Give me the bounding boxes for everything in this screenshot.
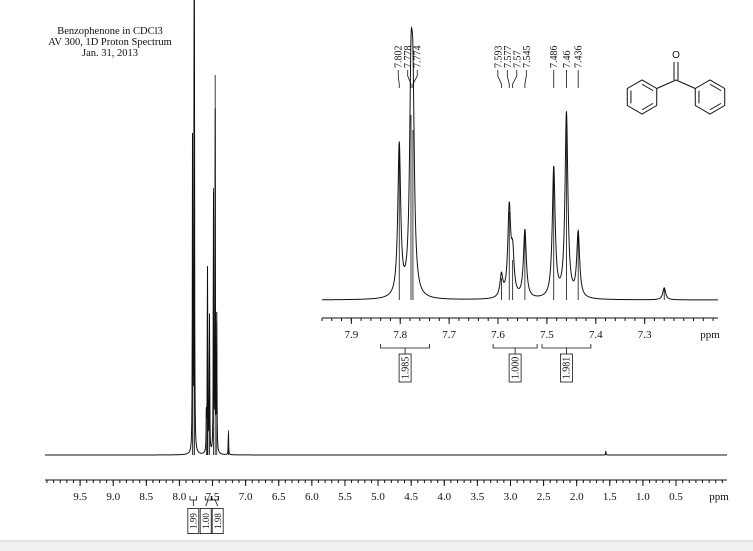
x-tick-label: 7.0 xyxy=(239,491,253,503)
integral-bracket xyxy=(541,344,592,354)
x-tick-label: 5.5 xyxy=(338,491,352,503)
integral-label: 1.000 xyxy=(510,357,521,380)
peak-label: 7.545 xyxy=(522,46,533,69)
ring-double-bond xyxy=(641,102,654,111)
benzophenone-structure: O xyxy=(626,50,726,115)
integral-label: 1.981 xyxy=(562,357,573,380)
peak-label-leader xyxy=(407,70,412,88)
x-tick-label: 1.5 xyxy=(603,491,617,503)
peak-label-leader xyxy=(512,70,518,88)
bond xyxy=(656,79,677,89)
integral-bracket xyxy=(380,344,430,354)
x-tick-label: 8.0 xyxy=(173,491,187,503)
title: Benzophenone in CDCl3 xyxy=(57,26,163,37)
integral-box xyxy=(398,353,412,383)
x-tick-label: 9.0 xyxy=(106,491,120,503)
integral-bracket xyxy=(492,344,538,354)
x-tick-label: 8.5 xyxy=(139,491,153,503)
integral-label: 1.00 xyxy=(201,513,211,529)
oxygen-label: O xyxy=(672,50,680,61)
ring-double-bond xyxy=(641,83,654,92)
x-tick-label: 2.5 xyxy=(537,491,551,503)
peak-label: 7.486 xyxy=(549,46,560,69)
peak-label: 7.593 xyxy=(493,46,504,69)
peak-label: 7.57 xyxy=(512,51,523,69)
ring-double-bond xyxy=(709,83,722,92)
x-tick-label: 4.5 xyxy=(404,491,418,503)
peak-label-leader xyxy=(506,70,510,88)
x-tick-label: 4.0 xyxy=(437,491,451,503)
x-tick-label: 3.5 xyxy=(470,491,484,503)
peak-label: 7.774 xyxy=(413,46,424,69)
subtitle: AV 300, 1D Proton Spectrum xyxy=(48,37,172,48)
peak-label: 7.802 xyxy=(394,46,405,69)
peak-label-leader xyxy=(397,70,400,88)
peak-label-leader xyxy=(412,70,418,88)
x-tick-label: 1.0 xyxy=(636,491,650,503)
integral-box xyxy=(508,353,522,383)
x-tick-label: 5.0 xyxy=(371,491,385,503)
integral-label: 1.99 xyxy=(188,513,198,529)
peak-label-leader xyxy=(524,70,527,88)
integral-bracket xyxy=(211,496,219,507)
x-tick-label: 6.5 xyxy=(272,491,286,503)
integral-bracket xyxy=(204,496,212,507)
x-tick-label: 0.5 xyxy=(669,491,683,503)
integral-bracket xyxy=(189,496,198,506)
x-tick-label: 9.5 xyxy=(73,491,87,503)
x-axis-label: ppm xyxy=(700,329,720,341)
x-axis-label: ppm xyxy=(709,491,729,503)
ring-double-bond xyxy=(709,102,722,111)
spectrum-trace xyxy=(45,0,727,456)
peak-label: 7.577 xyxy=(503,46,514,69)
date: Jan. 31, 2013 xyxy=(82,48,138,59)
peak-label: 7.436 xyxy=(574,46,585,69)
peak-label-leader xyxy=(497,70,502,88)
integral-box xyxy=(211,507,224,534)
integral-box xyxy=(187,507,200,534)
status-bar xyxy=(0,541,753,551)
x-tick-label: 7.3 xyxy=(638,329,652,341)
spectrum-trace xyxy=(322,25,718,301)
integral-label: 1.985 xyxy=(400,357,411,380)
x-tick-label: 7.6 xyxy=(491,329,505,341)
x-tick-label: 2.0 xyxy=(570,491,584,503)
x-tick-label: 6.0 xyxy=(305,491,319,503)
x-tick-label: 7.7 xyxy=(442,329,456,341)
x-tick-label: 7.4 xyxy=(589,329,603,341)
integral-box xyxy=(560,353,573,383)
bond xyxy=(675,79,696,89)
x-tick-label: 7.8 xyxy=(393,329,407,341)
peak-label: 7.778 xyxy=(403,46,414,69)
x-tick-label: 3.0 xyxy=(504,491,518,503)
integral-label: 1.98 xyxy=(213,513,223,529)
x-tick-label: 7.9 xyxy=(344,329,358,341)
integral-box xyxy=(199,507,212,534)
x-tick-label: 7.5 xyxy=(540,329,554,341)
peak-label: 7.46 xyxy=(562,51,573,69)
